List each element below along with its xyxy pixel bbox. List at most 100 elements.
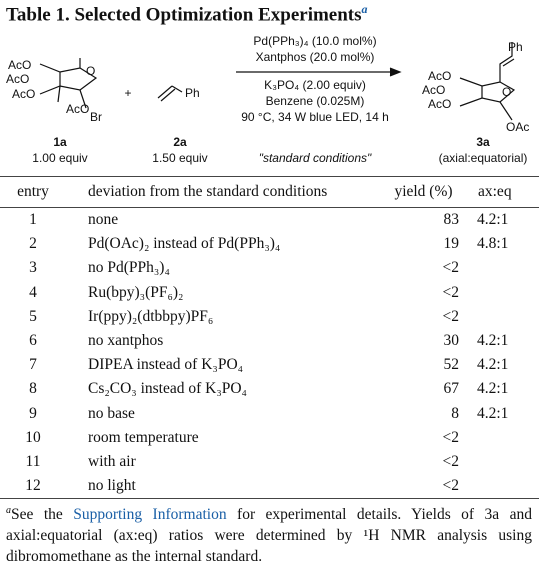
table-title: Table 1. Selected Optimization Experimen… xyxy=(6,2,368,26)
results-table: entry deviation from the standard condit… xyxy=(0,176,539,500)
deviation-cell: Ru(bpy)₃(PF₆)₂ xyxy=(88,283,184,301)
table-row: 10 room temperature <2 xyxy=(0,426,539,450)
table-row: 7 DIPEA instead of K₃PO₄ 52 4.2:1 xyxy=(0,353,539,377)
conditions-note: "standard conditions" xyxy=(259,151,372,165)
condition: 90 °C, 34 W blue LED, 14 h xyxy=(241,110,389,124)
table-row: 9 no base 8 4.2:1 xyxy=(0,402,539,426)
ring-bond xyxy=(79,89,87,109)
ring-bond xyxy=(57,85,61,103)
title-text: Table 1. Selected Optimization Experimen… xyxy=(6,4,362,26)
footnote: aSee the Supporting Information for expe… xyxy=(6,500,532,567)
bond xyxy=(171,85,183,93)
acetate-label: AcO xyxy=(12,87,35,101)
yield-cell: <2 xyxy=(442,283,460,301)
ratio-cell: 4.2:1 xyxy=(477,211,509,229)
entry-cell: 9 xyxy=(29,404,37,422)
column-header: entry xyxy=(0,176,66,208)
table-row: 3 no Pd(PPh₃)₄ <2 xyxy=(0,256,539,280)
table-row: 5 Ir(ppy)₂(dtbbpy)PF₆ <2 xyxy=(0,305,539,329)
entry-cell: 4 xyxy=(29,283,37,301)
footnote-mark: a xyxy=(361,2,368,16)
compound-id: 2a xyxy=(173,135,187,149)
table-row: 1 none 83 4.2:1 xyxy=(0,208,539,233)
axial-group: OAc xyxy=(506,120,529,134)
yield-cell: 83 xyxy=(443,211,460,229)
column-header: yield (%) xyxy=(369,176,477,208)
substituent: Ph xyxy=(185,86,200,100)
arrow-head xyxy=(389,67,402,77)
ratio-cell xyxy=(477,305,539,329)
compound-id: 1a xyxy=(53,135,67,149)
entry-cell: 8 xyxy=(29,380,37,398)
ratio-cell xyxy=(477,281,539,305)
ring-oxygen: O xyxy=(502,85,511,99)
yield-cell: 30 xyxy=(443,332,460,350)
acetate-label: AcO xyxy=(428,69,451,83)
header-row: entry deviation from the standard condit… xyxy=(0,176,539,208)
condition: Pd(PPh₃)₄ (10.0 mol%) xyxy=(253,34,376,48)
vinyl xyxy=(502,58,515,67)
double-bond xyxy=(160,88,176,102)
ratio-cell: 4.2:1 xyxy=(477,380,509,398)
entry-cell: 1 xyxy=(29,211,37,229)
vinyl xyxy=(499,42,513,82)
supporting-info-link[interactable]: Supporting Information xyxy=(73,506,227,524)
condition: Xantphos (20.0 mol%) xyxy=(256,50,375,64)
acetate-label: AcO xyxy=(6,72,29,86)
compound-amount: 1.00 equiv xyxy=(32,151,87,165)
yield-cell: <2 xyxy=(442,428,460,446)
acetate-label: AcO xyxy=(428,97,451,111)
yield-cell: <2 xyxy=(442,452,460,470)
ratio-cell xyxy=(477,256,539,280)
table-body: 1 none 83 4.2:1 2 Pd(OAc)₂ instead of Pd(PPh₃… xyxy=(0,208,539,500)
ratio-cell: 4.2:1 xyxy=(477,332,509,350)
double-bond xyxy=(157,85,173,99)
acetate-label: AcO xyxy=(66,102,89,116)
table-row: 11 with air <2 xyxy=(0,450,539,474)
footnote-text: See the xyxy=(11,506,74,524)
plus-sign: + xyxy=(124,86,131,100)
yield-cell: <2 xyxy=(369,474,477,500)
entry-cell: 5 xyxy=(29,307,37,325)
table-row: 2 Pd(OAc)₂ instead of Pd(PPh₃)₄ 19 4.8:1 xyxy=(0,232,539,256)
ring-oxygen: O xyxy=(86,64,95,78)
deviation-cell: DIPEA instead of K₃PO₄ xyxy=(88,356,244,374)
deviation-cell: Cs₂CO₃ instead of K₃PO₄ xyxy=(88,380,247,398)
deviation-cell: no xantphos xyxy=(88,332,164,350)
yield-cell: 19 xyxy=(443,235,460,253)
yield-cell: 52 xyxy=(443,356,460,374)
footnote-text: for experimental details. Yields of 3a a… xyxy=(6,506,532,566)
ratio-cell xyxy=(477,450,539,474)
column-header: deviation from the standard conditions xyxy=(66,176,369,208)
deviation-cell: no light xyxy=(66,474,369,500)
ratio-cell xyxy=(477,474,539,500)
table-row: 4 Ru(bpy)₃(PF₆)₂ <2 xyxy=(0,281,539,305)
yield-cell: <2 xyxy=(442,259,460,277)
entry-cell: 7 xyxy=(29,356,37,374)
acetate-label: AcO xyxy=(8,58,31,72)
column-header: ax:eq xyxy=(477,176,539,208)
yield-cell: 8 xyxy=(451,404,459,422)
entry-cell: 6 xyxy=(29,332,37,350)
deviation-cell: none xyxy=(88,211,119,229)
footnote-mark: a xyxy=(6,505,11,516)
ratio-cell xyxy=(477,426,539,450)
acetate-label: AcO xyxy=(422,83,445,97)
deviation-cell: Pd(OAc)₂ instead of Pd(PPh₃)₄ xyxy=(88,235,281,253)
compound-id: 3a xyxy=(476,135,490,149)
substituent: Ph xyxy=(508,40,523,54)
reaction-scheme: AcO AcO AcO AcO O Br 1a 1.00 equiv + Ph … xyxy=(6,34,529,165)
entry-cell: 11 xyxy=(25,452,41,470)
entry-cell: 10 xyxy=(25,428,41,446)
deviation-cell: room temperature xyxy=(88,428,199,446)
entry-cell: 2 xyxy=(29,235,37,253)
ratio-cell: 4.2:1 xyxy=(477,356,509,374)
condition: K₃PO₄ (2.00 equiv) xyxy=(264,78,366,92)
entry-cell: 3 xyxy=(29,259,37,277)
deviation-cell: Ir(ppy)₂(dtbbpy)PF₆ xyxy=(88,307,214,325)
entry-cell: 12 xyxy=(0,474,66,500)
ratio-cell: 4.8:1 xyxy=(477,235,509,253)
deviation-cell: no base xyxy=(88,404,135,422)
yield-cell: <2 xyxy=(442,307,460,325)
table-row: 12 no light <2 xyxy=(0,474,539,500)
